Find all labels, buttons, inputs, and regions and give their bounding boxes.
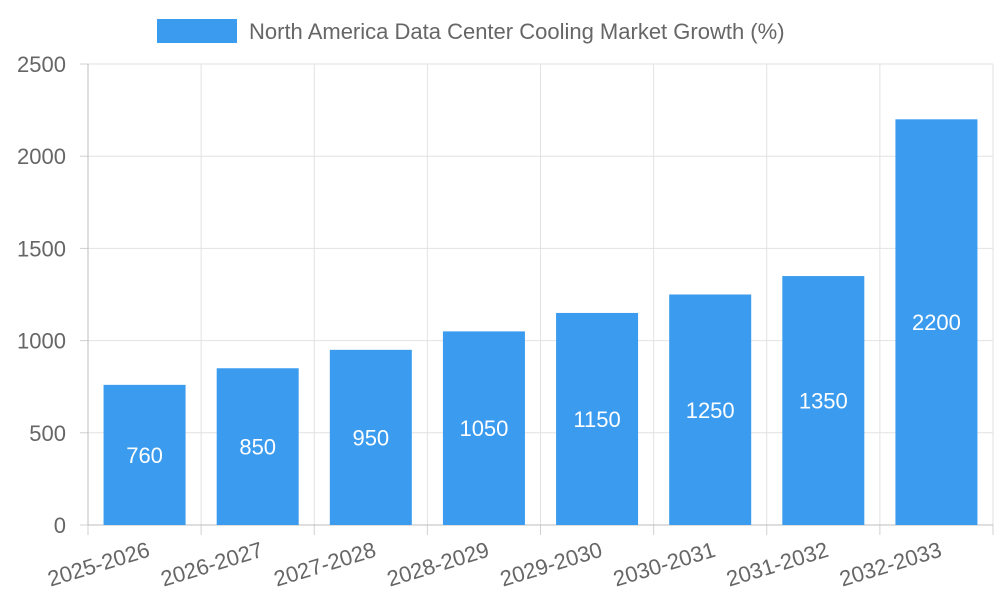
y-tick-label: 1500 — [17, 236, 66, 261]
data-label: 950 — [352, 425, 389, 450]
bar[interactable] — [895, 119, 978, 525]
y-tick-label: 2500 — [17, 52, 66, 77]
x-tick-label: 2027-2028 — [271, 537, 379, 592]
x-tick-label: 2029-2030 — [497, 537, 605, 592]
x-tick-label: 2031-2032 — [723, 537, 831, 592]
y-tick-label: 1000 — [17, 329, 66, 354]
y-tick-label: 500 — [29, 421, 66, 446]
x-tick-label: 2025-2026 — [45, 537, 153, 592]
x-axis-tick-labels: 2025-2026 2026-2027 2027-2028 2028-2029 2029… — [45, 537, 945, 592]
data-label: 850 — [239, 435, 276, 460]
y-tick-label: 0 — [54, 513, 66, 538]
bar[interactable] — [216, 368, 299, 525]
data-label: 1150 — [573, 407, 620, 432]
bar[interactable] — [442, 331, 525, 525]
x-tick-label: 2032-2033 — [837, 537, 945, 592]
data-label: 1050 — [459, 416, 508, 441]
legend-swatch — [157, 19, 237, 43]
bar[interactable] — [782, 276, 865, 525]
x-tick-label: 2030-2031 — [610, 537, 718, 592]
data-label: 2200 — [912, 310, 961, 335]
bar[interactable] — [329, 349, 412, 525]
bar[interactable] — [103, 384, 186, 525]
bar[interactable] — [556, 312, 639, 525]
legend-label: North America Data Center Cooling Market… — [249, 19, 785, 44]
data-label: 760 — [126, 443, 163, 468]
x-tick-label: 2028-2029 — [384, 537, 492, 592]
data-labels: 760 850 950 1050 1150 1250 1350 2200 — [126, 310, 961, 468]
x-tick-label: 2026-2027 — [158, 537, 266, 592]
y-tick-label: 2000 — [17, 144, 66, 169]
legend[interactable]: North America Data Center Cooling Market… — [157, 19, 785, 44]
gridlines — [88, 63, 994, 525]
data-label: 1350 — [799, 389, 848, 414]
y-axis-tick-labels: 0 500 1000 1500 2000 2500 — [17, 52, 66, 538]
data-label: 1250 — [686, 398, 735, 423]
bars — [103, 119, 978, 526]
bar[interactable] — [669, 294, 752, 526]
